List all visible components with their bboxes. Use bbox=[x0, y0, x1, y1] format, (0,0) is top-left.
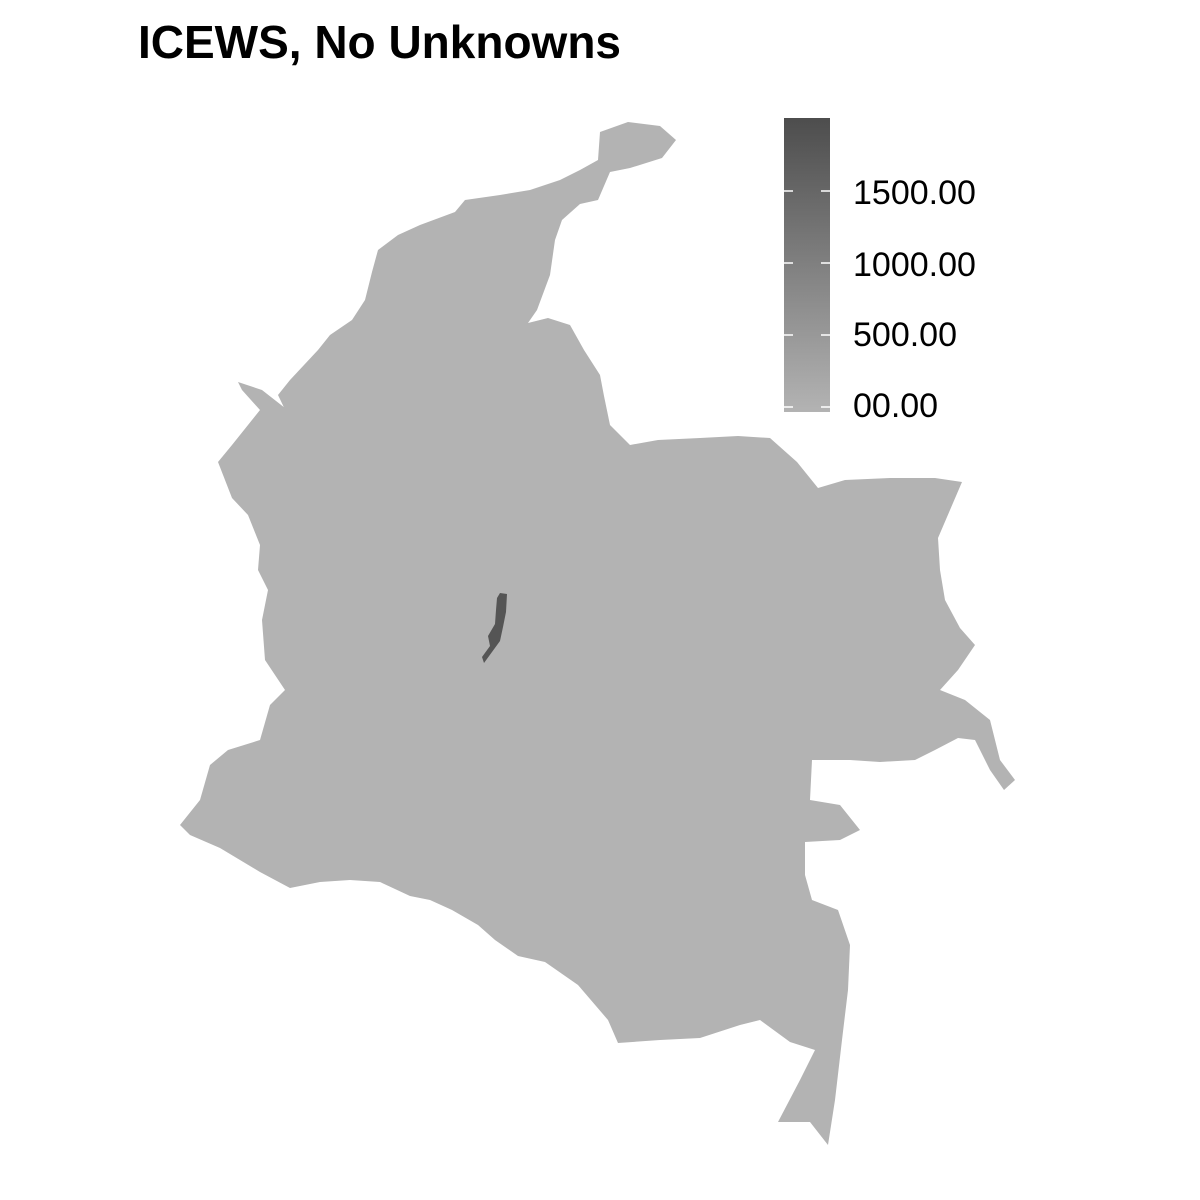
map-title: ICEWS, No Unknowns bbox=[138, 16, 621, 68]
legend-label-1000: 1000.00 bbox=[853, 246, 976, 284]
hotspot-region bbox=[482, 593, 507, 663]
legend-label-500: 500.00 bbox=[853, 316, 957, 354]
legend-colorbar bbox=[784, 118, 830, 412]
legend-label-1500: 1500.00 bbox=[853, 174, 976, 212]
legend-label-0: 00.00 bbox=[853, 387, 939, 425]
legend-ticks bbox=[784, 190, 830, 408]
country-region bbox=[180, 122, 1015, 1145]
